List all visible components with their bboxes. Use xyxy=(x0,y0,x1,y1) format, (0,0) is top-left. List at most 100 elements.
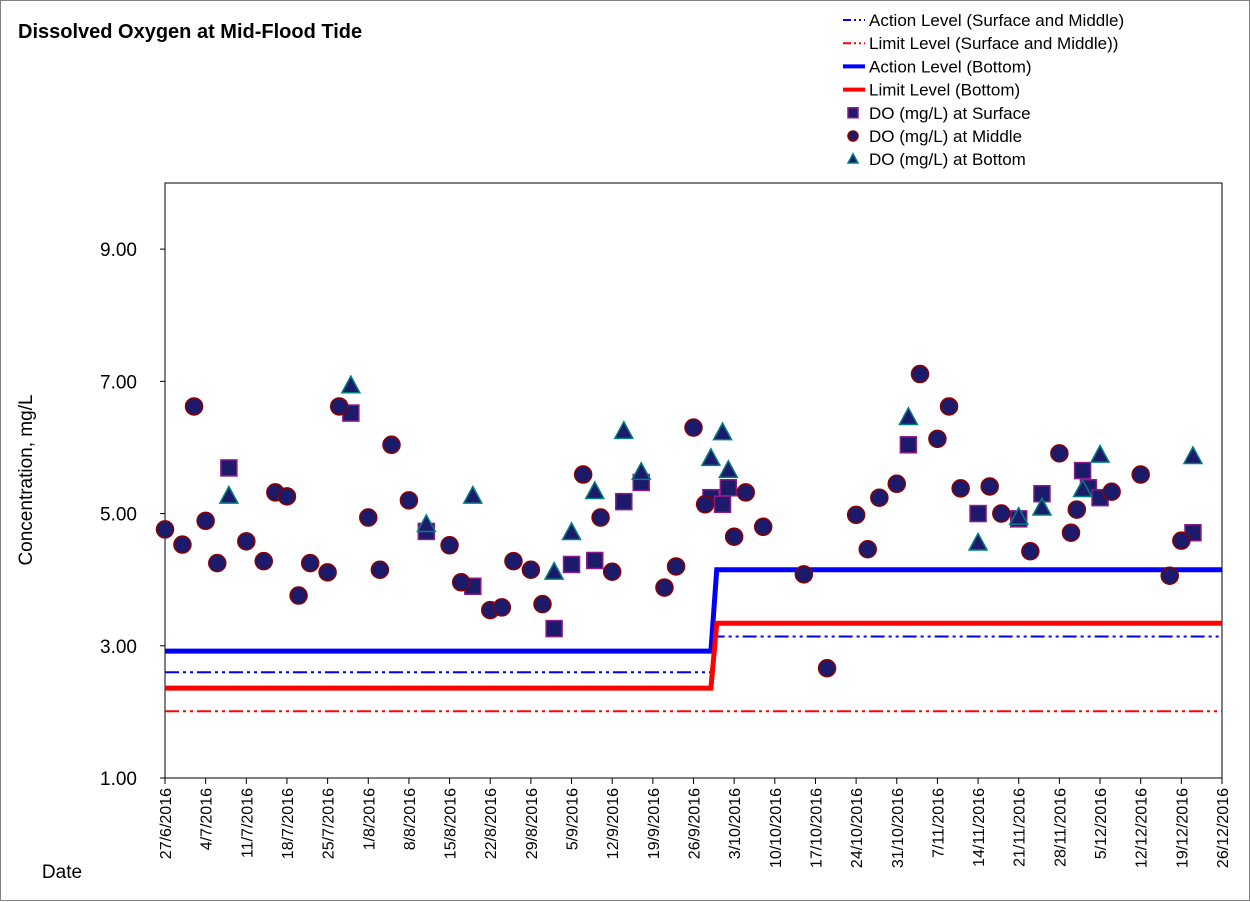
data-point xyxy=(254,551,273,571)
data-point xyxy=(910,364,930,384)
x-tick-label: 26/12/2016 xyxy=(1215,788,1232,868)
data-point xyxy=(794,565,814,584)
data-point xyxy=(521,560,541,579)
data-point xyxy=(1031,496,1053,516)
data-point xyxy=(969,504,987,523)
data-point xyxy=(1061,523,1081,542)
data-point xyxy=(218,484,240,504)
data-point xyxy=(237,532,256,551)
data-point xyxy=(939,397,959,416)
data-point xyxy=(666,557,686,576)
data-point xyxy=(155,520,175,539)
data-point xyxy=(318,563,337,582)
data-point xyxy=(613,420,635,440)
x-tick-label: 5/9/2016 xyxy=(565,788,582,850)
legend-label: Action Level (Bottom) xyxy=(869,57,1032,76)
y-tick-label: 1.00 xyxy=(100,769,137,790)
data-point xyxy=(1073,461,1092,480)
y-axis-label: Concentration, mg/L xyxy=(16,394,37,565)
x-tick-label: 17/10/2016 xyxy=(808,788,825,868)
data-point xyxy=(416,513,437,533)
data-point xyxy=(573,465,593,484)
x-tick-label: 4/7/2016 xyxy=(199,788,216,850)
x-tick-label: 31/10/2016 xyxy=(890,788,907,868)
legend-swatch xyxy=(846,152,860,164)
data-point xyxy=(870,488,889,507)
data-point xyxy=(695,495,715,514)
data-point xyxy=(451,573,471,592)
x-axis-label: Date xyxy=(42,862,82,883)
legend-swatch xyxy=(847,107,859,119)
x-tick-label: 11/7/2016 xyxy=(239,788,256,858)
legend-label: DO (mg/L) at Surface xyxy=(869,104,1031,123)
data-point xyxy=(967,531,989,551)
data-point xyxy=(1072,478,1093,498)
legend-label: DO (mg/L) at Bottom xyxy=(869,150,1026,169)
data-point xyxy=(584,480,606,500)
x-tick-label: 25/7/2016 xyxy=(321,788,338,859)
chart-title: Dissolved Oxygen at Mid-Flood Tide xyxy=(18,21,362,43)
data-point xyxy=(543,560,565,580)
x-tick-label: 15/8/2016 xyxy=(443,788,460,859)
data-point xyxy=(533,594,552,614)
x-tick-label: 28/11/2016 xyxy=(1052,788,1069,867)
data-point xyxy=(898,406,919,426)
x-tick-label: 10/10/2016 xyxy=(768,788,785,868)
data-point xyxy=(1089,443,1111,463)
data-point xyxy=(586,551,604,570)
data-point xyxy=(718,459,739,479)
data-point xyxy=(712,421,733,441)
data-point xyxy=(684,418,703,437)
data-point xyxy=(370,560,390,579)
data-point xyxy=(184,397,204,416)
data-point xyxy=(736,483,756,502)
data-point xyxy=(359,508,378,527)
level-line xyxy=(165,567,1222,654)
data-point xyxy=(173,535,192,554)
data-point xyxy=(561,521,582,541)
data-point xyxy=(208,553,227,573)
x-tick-label: 22/8/2016 xyxy=(483,788,500,859)
data-point xyxy=(462,484,484,504)
x-tick-label: 27/6/2016 xyxy=(158,788,175,859)
legend-label: Limit Level (Bottom) xyxy=(869,81,1020,100)
data-point xyxy=(277,487,297,506)
data-point xyxy=(980,477,999,496)
data-point xyxy=(399,491,419,510)
data-point xyxy=(630,461,652,481)
data-point xyxy=(504,551,523,571)
x-tick-label: 14/11/2016 xyxy=(971,788,988,867)
data-point xyxy=(858,540,877,559)
x-tick-label: 19/12/2016 xyxy=(1174,788,1191,868)
data-point xyxy=(817,659,837,678)
data-point xyxy=(713,495,732,514)
data-point xyxy=(382,435,401,455)
x-tick-label: 24/10/2016 xyxy=(849,788,866,868)
data-point xyxy=(1160,566,1179,585)
legend-label: Limit Level (Surface and Middle)) xyxy=(869,34,1118,53)
data-point xyxy=(300,553,320,573)
legend-label: DO (mg/L) at Middle xyxy=(869,127,1022,146)
y-tick-label: 3.00 xyxy=(100,637,137,658)
data-point xyxy=(753,517,773,537)
x-tick-label: 26/9/2016 xyxy=(687,788,704,859)
data-point xyxy=(1050,444,1069,463)
data-point xyxy=(220,459,238,477)
data-point xyxy=(724,527,744,546)
data-point xyxy=(655,578,674,597)
legend-swatch xyxy=(847,130,859,142)
data-point xyxy=(329,397,349,416)
data-point xyxy=(340,374,362,394)
x-tick-label: 12/12/2016 xyxy=(1134,788,1151,868)
x-tick-label: 21/11/2016 xyxy=(1012,788,1029,867)
y-tick-label: 9.00 xyxy=(100,240,137,261)
y-tick-label: 5.00 xyxy=(100,505,137,526)
data-point xyxy=(1021,541,1040,561)
data-point xyxy=(928,429,947,449)
x-tick-label: 7/11/2016 xyxy=(930,788,947,858)
x-tick-label: 18/7/2016 xyxy=(280,788,297,859)
x-tick-label: 29/8/2016 xyxy=(524,788,541,859)
data-point xyxy=(591,508,610,527)
legend-label: Action Level (Surface and Middle) xyxy=(869,11,1124,30)
